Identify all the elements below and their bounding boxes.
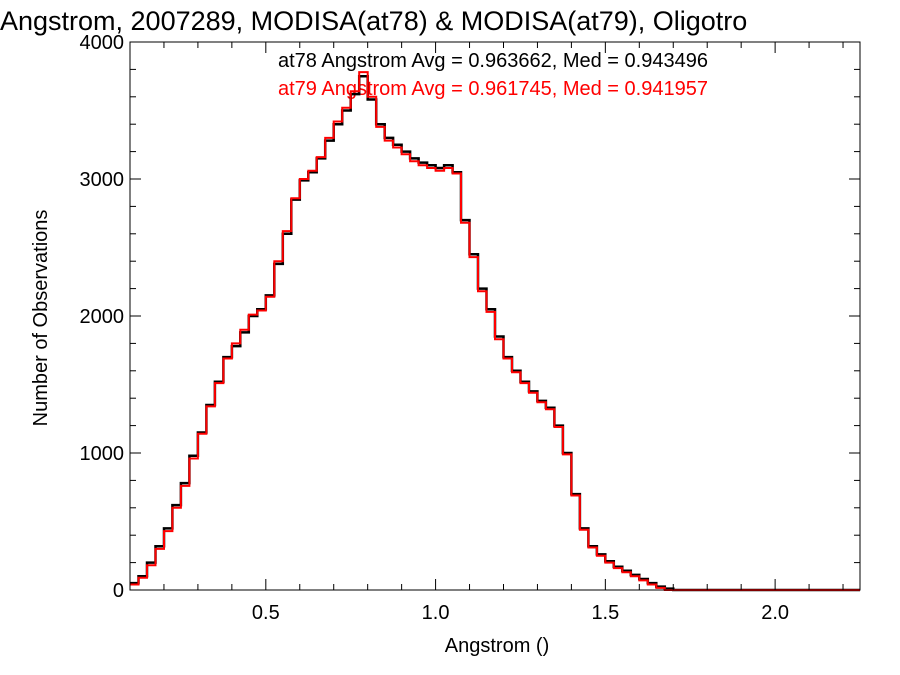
x-axis-label: Angstrom ()	[445, 635, 549, 657]
y-tick-label: 1000	[80, 443, 125, 465]
x-tick-label: 1.0	[422, 602, 450, 624]
y-tick-label: 2000	[80, 306, 125, 328]
y-axis-label: Number of Observations	[30, 210, 52, 427]
at78-series-line	[130, 75, 860, 592]
x-tick-label: 1.5	[591, 602, 619, 624]
x-tick-label: 0.5	[252, 602, 280, 624]
y-tick-label: 0	[113, 580, 124, 602]
axes-layer: 0.5 1.0 1.5 2.0 0 1000 2000 3000 4000	[80, 32, 861, 624]
series-layer	[130, 71, 860, 592]
at79-series-line	[130, 71, 860, 591]
x-tick-label: 2.0	[761, 602, 789, 624]
at79-stats-annotation: at79 Angstrom Avg = 0.961745, Med = 0.94…	[278, 78, 708, 100]
y-tick-label: 4000	[80, 32, 125, 54]
at78-stats-annotation: at78 Angstrom Avg = 0.963662, Med = 0.94…	[278, 50, 708, 72]
chart-title: Angstrom, 2007289, MODISA(at78) & MODISA…	[0, 6, 747, 36]
y-tick-label: 3000	[80, 169, 125, 191]
